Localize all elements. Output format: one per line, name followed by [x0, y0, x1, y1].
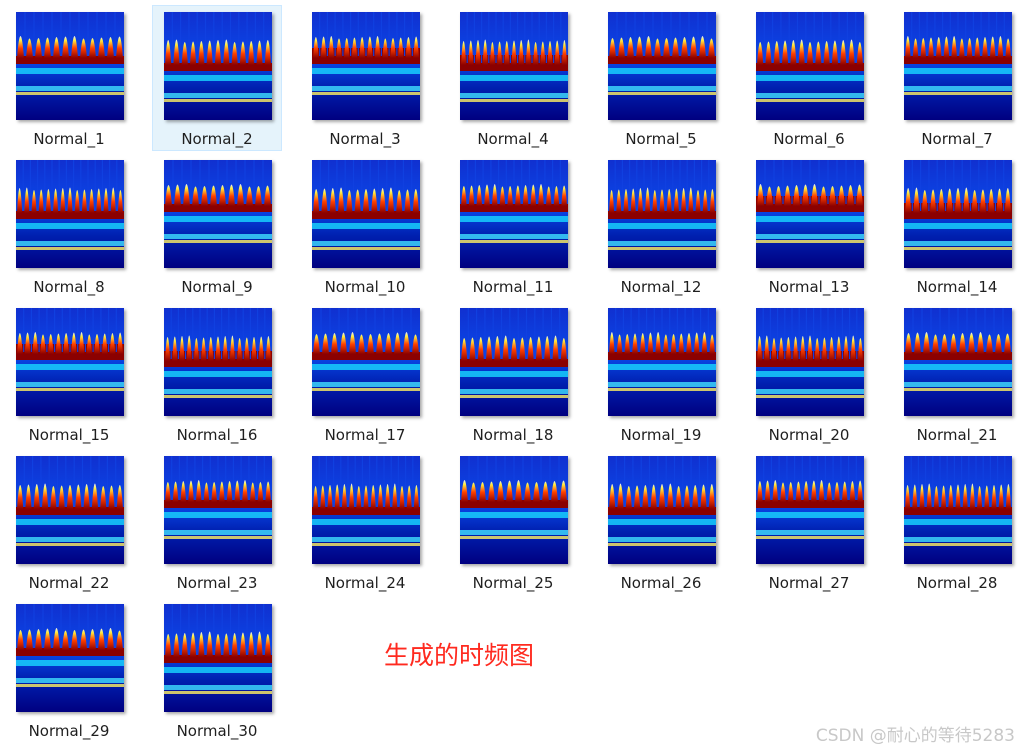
file-name-label: Normal_10: [324, 278, 406, 296]
file-item[interactable]: Normal_5: [596, 5, 726, 151]
file-thumbnail[interactable]: [608, 456, 716, 564]
file-thumbnail[interactable]: [904, 308, 1012, 416]
file-item[interactable]: Normal_7: [892, 5, 1022, 151]
file-name-label: Normal_14: [916, 278, 998, 296]
file-item[interactable]: Normal_16: [152, 301, 282, 447]
file-thumbnail[interactable]: [16, 308, 124, 416]
file-thumbnail[interactable]: [164, 12, 272, 120]
file-item[interactable]: Normal_23: [152, 449, 282, 595]
file-item[interactable]: Normal_26: [596, 449, 726, 595]
file-name-label: Normal_7: [921, 130, 993, 148]
file-item[interactable]: Normal_27: [744, 449, 874, 595]
file-item[interactable]: Normal_24: [300, 449, 430, 595]
watermark-text: CSDN @耐心的等待5283: [815, 726, 1015, 746]
file-name-label: Normal_22: [28, 574, 110, 592]
file-thumbnail[interactable]: [904, 160, 1012, 268]
file-thumbnail[interactable]: [16, 456, 124, 564]
file-name-label: Normal_23: [176, 574, 258, 592]
file-thumbnail[interactable]: [608, 308, 716, 416]
file-name-label: Normal_5: [625, 130, 697, 148]
file-name-label: Normal_6: [773, 130, 845, 148]
file-thumbnail[interactable]: [756, 12, 864, 120]
file-thumbnail[interactable]: [904, 456, 1012, 564]
file-thumbnail[interactable]: [904, 12, 1012, 120]
file-thumbnail[interactable]: [164, 160, 272, 268]
file-name-label: Normal_21: [916, 426, 998, 444]
file-thumbnail[interactable]: [756, 308, 864, 416]
file-name-label: Normal_28: [916, 574, 998, 592]
file-thumbnail[interactable]: [460, 308, 568, 416]
file-item[interactable]: Normal_19: [596, 301, 726, 447]
file-thumbnail[interactable]: [164, 308, 272, 416]
file-item[interactable]: Normal_29: [4, 597, 134, 743]
file-name-label: Normal_11: [472, 278, 554, 296]
file-item[interactable]: Normal_3: [300, 5, 430, 151]
file-item[interactable]: Normal_6: [744, 5, 874, 151]
file-thumbnail[interactable]: [312, 456, 420, 564]
file-name-label: Normal_26: [620, 574, 702, 592]
file-thumbnail[interactable]: [16, 160, 124, 268]
file-thumbnail[interactable]: [608, 160, 716, 268]
file-thumbnail[interactable]: [460, 160, 568, 268]
file-item[interactable]: Normal_11: [448, 153, 578, 299]
file-item[interactable]: Normal_28: [892, 449, 1022, 595]
file-thumbnail[interactable]: [312, 12, 420, 120]
file-thumbnail[interactable]: [608, 12, 716, 120]
file-item[interactable]: Normal_12: [596, 153, 726, 299]
file-item[interactable]: Normal_15: [4, 301, 134, 447]
file-thumbnail[interactable]: [312, 160, 420, 268]
file-name-label: Normal_25: [472, 574, 554, 592]
file-item[interactable]: Normal_21: [892, 301, 1022, 447]
file-name-label: Normal_18: [472, 426, 554, 444]
file-name-label: Normal_19: [620, 426, 702, 444]
file-item[interactable]: Normal_20: [744, 301, 874, 447]
file-item[interactable]: Normal_9: [152, 153, 282, 299]
file-item[interactable]: Normal_2: [152, 5, 282, 151]
file-thumbnail[interactable]: [460, 456, 568, 564]
file-thumbnail[interactable]: [164, 604, 272, 712]
file-thumbnail[interactable]: [756, 456, 864, 564]
file-name-label: Normal_4: [477, 130, 549, 148]
file-item[interactable]: Normal_30: [152, 597, 282, 743]
file-name-label: Normal_9: [181, 278, 253, 296]
file-item[interactable]: Normal_22: [4, 449, 134, 595]
file-item[interactable]: Normal_18: [448, 301, 578, 447]
caption-text: 生成的时频图: [384, 641, 535, 670]
file-item[interactable]: Normal_10: [300, 153, 430, 299]
file-item[interactable]: Normal_17: [300, 301, 430, 447]
file-item[interactable]: Normal_14: [892, 153, 1022, 299]
file-name-label: Normal_24: [324, 574, 406, 592]
file-thumbnail[interactable]: [756, 160, 864, 268]
file-item[interactable]: Normal_13: [744, 153, 874, 299]
file-name-label: Normal_29: [28, 722, 110, 740]
file-thumbnail[interactable]: [16, 604, 124, 712]
file-thumbnail[interactable]: [164, 456, 272, 564]
file-name-label: Normal_3: [329, 130, 401, 148]
file-thumbnail[interactable]: [16, 12, 124, 120]
file-item[interactable]: Normal_4: [448, 5, 578, 151]
file-name-label: Normal_1: [33, 130, 105, 148]
file-name-label: Normal_12: [620, 278, 702, 296]
file-name-label: Normal_13: [768, 278, 850, 296]
file-item[interactable]: Normal_25: [448, 449, 578, 595]
file-name-label: Normal_20: [768, 426, 850, 444]
file-item[interactable]: Normal_8: [4, 153, 134, 299]
file-thumbnail[interactable]: [460, 12, 568, 120]
file-name-label: Normal_8: [33, 278, 105, 296]
file-name-label: Normal_16: [176, 426, 258, 444]
file-thumbnail[interactable]: [312, 308, 420, 416]
file-name-label: Normal_2: [181, 130, 253, 148]
file-name-label: Normal_17: [324, 426, 406, 444]
file-name-label: Normal_30: [176, 722, 258, 740]
file-name-label: Normal_15: [28, 426, 110, 444]
file-name-label: Normal_27: [768, 574, 850, 592]
file-item[interactable]: Normal_1: [4, 5, 134, 151]
